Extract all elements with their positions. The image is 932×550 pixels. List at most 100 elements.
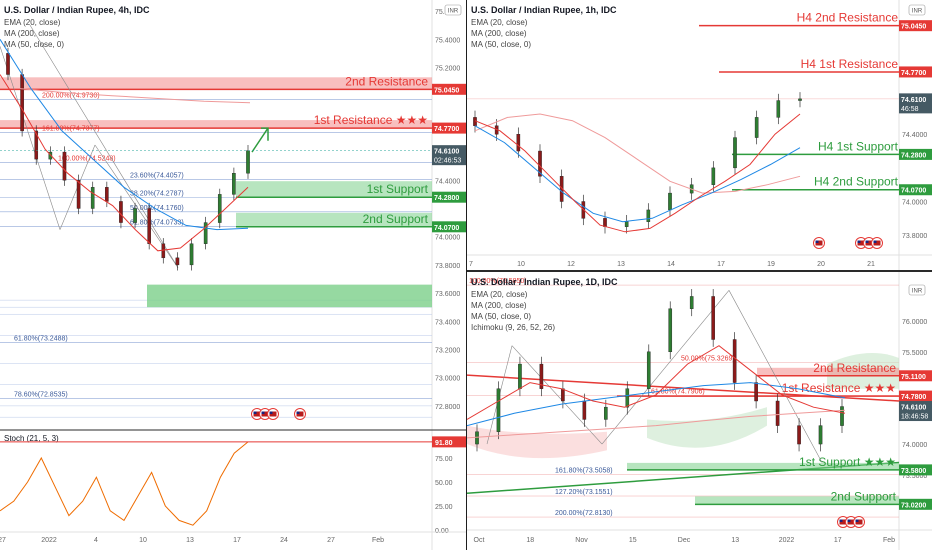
candle-body [496,388,501,432]
candle-body [175,257,180,266]
candle-body [603,218,607,227]
us-flag-canton [253,411,257,414]
fib-label: 100.00%(74.5248) [58,156,116,163]
x-tick-label: Feb [883,537,895,544]
fib-label: 61.80%(74.0733) [130,219,184,226]
stoch-title: Stoch (21, 5, 3) [4,434,59,443]
candle-body [711,296,715,340]
level-zone [627,462,899,470]
chart-panel-1d[interactable]: 2nd Resistance 1st Resistance ★★★ 1st Supp… [467,272,932,550]
price-tag-value: 74.6100 [901,405,926,412]
vertical-divider[interactable] [466,0,467,550]
price-tag-value: 75.0450 [434,87,459,94]
x-tick-label: 14 [667,261,675,268]
price-tag-value: 74.2800 [434,195,459,202]
chart-panel-1h[interactable]: H4 2nd Resistance H4 1st Resistance H4 1st… [467,0,932,270]
us-flag-canton [815,240,819,243]
us-flag-canton [839,519,843,522]
support-label: 2nd Support [831,489,897,503]
stoch-y-tick: 25.00 [435,504,453,511]
level-zone [695,496,899,505]
x-tick-label: 12 [567,261,575,268]
projection-arrow [251,127,269,153]
x-tick-label: Nov [575,537,588,544]
resistance-label: 1st Resistance ★★★ [314,113,428,127]
price-tag [899,464,932,476]
candle-body [840,406,844,426]
ma50-line [467,382,846,427]
y-tick-label: 73.2000 [435,347,460,354]
x-tick-label: 19 [767,261,775,268]
price-tag [899,370,932,382]
candle-body [624,221,629,227]
us-flag-icon [261,411,269,417]
ichimoku-cloud-green [647,407,767,448]
fib-label: 23.60%(74.4057) [130,172,184,179]
fib-label: 38.20%(74.2787) [130,190,184,197]
x-tick-label: 13 [617,261,625,268]
price-tag-value: 74.6100 [901,97,926,104]
chart-panel-4h[interactable]: 2nd Resistance 1st Resistance ★★★ 1st Supp… [0,0,466,550]
candle-body [797,425,801,445]
fib-label: 61.80%(73.2488) [14,336,68,343]
candle-body [34,130,39,160]
fib-label: 200.00%(74.9730) [42,92,100,99]
fib-label: 127.20%(73.1551) [555,489,613,496]
x-tick-label: 10 [139,537,147,544]
y-tick-label: 74.0000 [902,442,927,449]
fib-label: 200.00%(72.8130) [555,510,613,517]
price-tag-value: 73.5800 [901,468,926,475]
x-tick-label: 2022 [41,537,57,544]
indicator-label: MA (50, close, 0) [471,312,531,321]
price-tag-value: 74.0700 [901,188,926,195]
indicator-label: MA (200, close) [4,29,60,38]
horizontal-divider[interactable] [467,270,932,272]
x-tick-label: Oct [474,537,485,544]
price-tag [432,145,466,166]
candle-body [217,194,222,223]
price-tag [899,390,932,402]
candle-body [711,167,716,185]
ma50-line [474,125,801,223]
ma200-line [19,88,251,104]
price-tag [432,221,466,233]
us-flag-canton [847,519,851,522]
candle-body [754,117,759,138]
candle-body [475,431,479,445]
price-tag [899,498,932,510]
stoch-tag [432,436,466,448]
indicator-label: MA (200, close) [471,301,527,310]
x-tick-label: 24 [280,537,288,544]
candle-body [189,243,194,266]
stoch-y-tick: 50.00 [435,480,453,487]
price-tag-value: 74.6100 [434,149,459,156]
x-tick-label: Feb [372,537,384,544]
us-flag-canton [857,240,861,243]
currency-badge [444,4,462,16]
chart-title: U.S. Dollar / Indian Rupee, 1h, IDC [471,5,617,15]
level-zone [236,212,432,227]
projection-arrow-head [261,127,269,141]
price-axis [432,0,466,550]
ma200-line [467,409,846,439]
candle-body [6,53,10,75]
us-flag-canton [261,411,265,414]
candle-body [732,339,737,383]
price-tag-timer: 46:58 [901,106,919,113]
candle-body [147,208,151,244]
candle-body [246,150,250,174]
y-tick-label: 74.4000 [902,132,927,139]
support-label: 2nd Support [363,212,429,226]
y-tick-label: 73.4000 [435,319,460,326]
level-zone [757,367,899,376]
pattern-line [511,345,603,445]
price-tag [432,122,466,134]
ma200-line [474,113,801,194]
support-label: H4 2nd Support [814,175,899,189]
price-tag [899,93,932,114]
y-tick-label: 73.8000 [902,233,927,240]
price-tag [899,20,932,32]
candle-body [538,150,542,177]
indicator-label: EMA (20, close) [4,18,61,27]
